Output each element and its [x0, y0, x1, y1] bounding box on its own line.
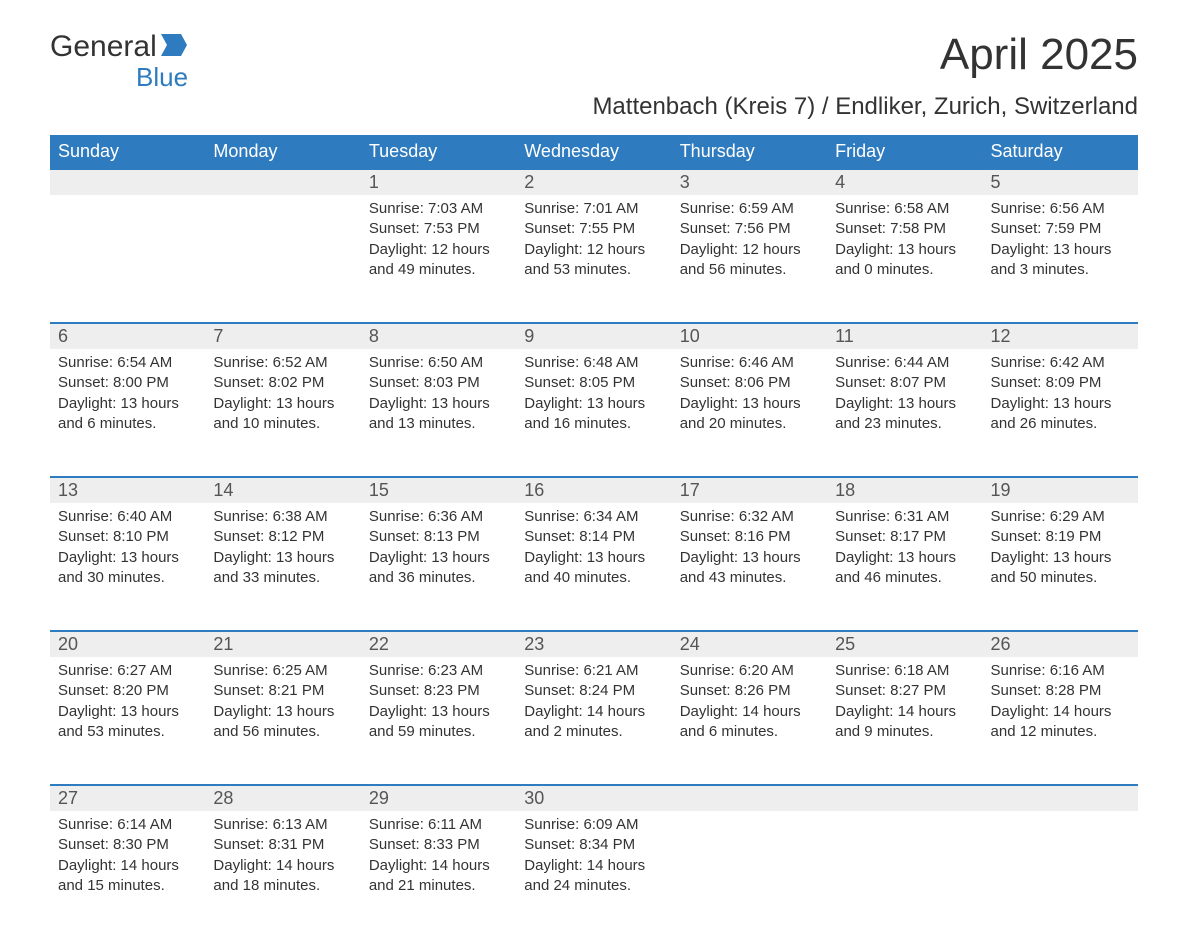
day-number-cell: 11 [827, 323, 982, 349]
day-number-cell: 1 [361, 169, 516, 195]
day-details-cell: Sunrise: 6:58 AMSunset: 7:58 PMDaylight:… [827, 195, 982, 323]
day-header: Friday [827, 135, 982, 169]
day-details-cell: Sunrise: 6:31 AMSunset: 8:17 PMDaylight:… [827, 503, 982, 631]
day-header: Saturday [983, 135, 1138, 169]
day-details-cell: Sunrise: 6:38 AMSunset: 8:12 PMDaylight:… [205, 503, 360, 631]
day-details-cell: Sunrise: 6:09 AMSunset: 8:34 PMDaylight:… [516, 811, 671, 939]
day-number-cell: 6 [50, 323, 205, 349]
day-number-cell: 26 [983, 631, 1138, 657]
day-number-cell: 18 [827, 477, 982, 503]
day-details-cell: Sunrise: 6:29 AMSunset: 8:19 PMDaylight:… [983, 503, 1138, 631]
day-details-cell: Sunrise: 6:27 AMSunset: 8:20 PMDaylight:… [50, 657, 205, 785]
day-number-cell: 8 [361, 323, 516, 349]
day-details-cell: Sunrise: 6:34 AMSunset: 8:14 PMDaylight:… [516, 503, 671, 631]
day-number-cell: 24 [672, 631, 827, 657]
logo: General [50, 30, 187, 64]
day-details-cell: Sunrise: 6:56 AMSunset: 7:59 PMDaylight:… [983, 195, 1138, 323]
day-number-cell: 2 [516, 169, 671, 195]
day-number-cell [983, 785, 1138, 811]
day-number-cell: 12 [983, 323, 1138, 349]
day-header: Thursday [672, 135, 827, 169]
day-details-cell: Sunrise: 6:54 AMSunset: 8:00 PMDaylight:… [50, 349, 205, 477]
day-details-cell: Sunrise: 6:42 AMSunset: 8:09 PMDaylight:… [983, 349, 1138, 477]
day-number-cell: 22 [361, 631, 516, 657]
day-details-cell: Sunrise: 6:44 AMSunset: 8:07 PMDaylight:… [827, 349, 982, 477]
day-number-cell: 16 [516, 477, 671, 503]
day-number-cell: 27 [50, 785, 205, 811]
day-header: Sunday [50, 135, 205, 169]
day-number-cell: 13 [50, 477, 205, 503]
day-details-cell: Sunrise: 6:46 AMSunset: 8:06 PMDaylight:… [672, 349, 827, 477]
day-details-cell: Sunrise: 6:52 AMSunset: 8:02 PMDaylight:… [205, 349, 360, 477]
day-header: Monday [205, 135, 360, 169]
day-details-cell: Sunrise: 6:40 AMSunset: 8:10 PMDaylight:… [50, 503, 205, 631]
logo-text-general: General [50, 30, 157, 64]
day-number-cell: 17 [672, 477, 827, 503]
day-details-cell: Sunrise: 6:32 AMSunset: 8:16 PMDaylight:… [672, 503, 827, 631]
day-number-cell: 20 [50, 631, 205, 657]
day-details-cell: Sunrise: 6:20 AMSunset: 8:26 PMDaylight:… [672, 657, 827, 785]
day-details-cell: Sunrise: 6:18 AMSunset: 8:27 PMDaylight:… [827, 657, 982, 785]
day-details-cell: Sunrise: 6:16 AMSunset: 8:28 PMDaylight:… [983, 657, 1138, 785]
day-details-cell: Sunrise: 6:25 AMSunset: 8:21 PMDaylight:… [205, 657, 360, 785]
day-details-cell: Sunrise: 6:21 AMSunset: 8:24 PMDaylight:… [516, 657, 671, 785]
day-number-cell: 9 [516, 323, 671, 349]
day-details-cell: Sunrise: 6:11 AMSunset: 8:33 PMDaylight:… [361, 811, 516, 939]
day-number-cell: 30 [516, 785, 671, 811]
flag-icon [161, 30, 187, 64]
day-number-cell: 14 [205, 477, 360, 503]
day-number-cell: 25 [827, 631, 982, 657]
day-details-cell: Sunrise: 6:50 AMSunset: 8:03 PMDaylight:… [361, 349, 516, 477]
day-details-cell [983, 811, 1138, 939]
day-details-cell: Sunrise: 6:48 AMSunset: 8:05 PMDaylight:… [516, 349, 671, 477]
day-header: Wednesday [516, 135, 671, 169]
day-number-cell [827, 785, 982, 811]
day-number-cell [50, 169, 205, 195]
day-number-cell: 21 [205, 631, 360, 657]
calendar-table: SundayMondayTuesdayWednesdayThursdayFrid… [50, 135, 1138, 939]
day-number-cell: 23 [516, 631, 671, 657]
day-details-cell: Sunrise: 7:01 AMSunset: 7:55 PMDaylight:… [516, 195, 671, 323]
day-number-cell: 5 [983, 169, 1138, 195]
day-details-cell: Sunrise: 6:36 AMSunset: 8:13 PMDaylight:… [361, 503, 516, 631]
day-details-cell [672, 811, 827, 939]
day-details-cell: Sunrise: 7:03 AMSunset: 7:53 PMDaylight:… [361, 195, 516, 323]
day-details-cell: Sunrise: 6:14 AMSunset: 8:30 PMDaylight:… [50, 811, 205, 939]
day-details-cell: Sunrise: 6:23 AMSunset: 8:23 PMDaylight:… [361, 657, 516, 785]
day-details-cell [827, 811, 982, 939]
location-subtitle: Mattenbach (Kreis 7) / Endliker, Zurich,… [50, 93, 1138, 121]
day-header: Tuesday [361, 135, 516, 169]
day-details-cell: Sunrise: 6:13 AMSunset: 8:31 PMDaylight:… [205, 811, 360, 939]
day-number-cell: 15 [361, 477, 516, 503]
day-number-cell: 29 [361, 785, 516, 811]
day-number-cell: 19 [983, 477, 1138, 503]
day-number-cell [205, 169, 360, 195]
day-number-cell: 7 [205, 323, 360, 349]
day-number-cell: 28 [205, 785, 360, 811]
day-details-cell [205, 195, 360, 323]
day-number-cell [672, 785, 827, 811]
day-number-cell: 10 [672, 323, 827, 349]
page-title: April 2025 [940, 30, 1138, 80]
day-details-cell [50, 195, 205, 323]
day-details-cell: Sunrise: 6:59 AMSunset: 7:56 PMDaylight:… [672, 195, 827, 323]
day-number-cell: 3 [672, 169, 827, 195]
day-number-cell: 4 [827, 169, 982, 195]
